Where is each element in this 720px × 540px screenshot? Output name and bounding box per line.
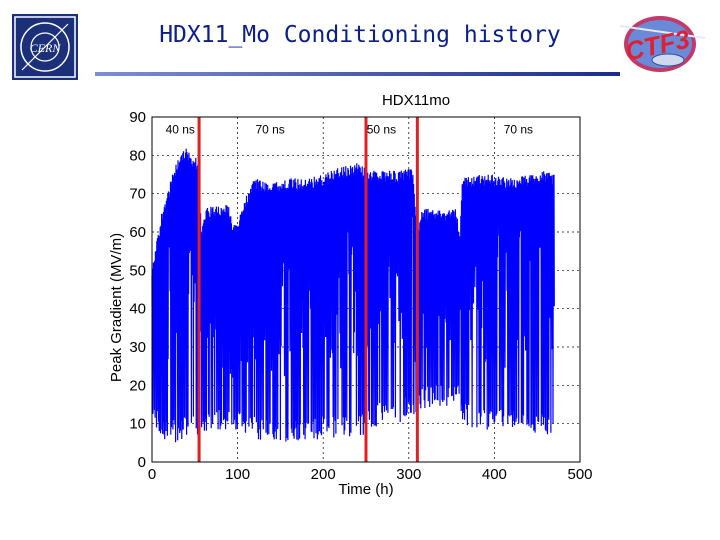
y-tick-label: 90 <box>129 109 146 126</box>
cern-logo-text: CERN <box>30 41 62 55</box>
y-tick-label: 20 <box>129 377 146 394</box>
y-axis-label: Peak Gradient (MV/m) <box>108 233 125 382</box>
y-tick-label: 0 <box>138 454 146 471</box>
y-tick-label: 70 <box>129 186 146 203</box>
pulse-length-annotation: 40 ns <box>166 123 195 137</box>
x-tick-label: 400 <box>482 466 507 483</box>
ctf3-logo: CTF3 <box>619 16 706 72</box>
y-tick-label: 80 <box>129 147 146 164</box>
cern-logo: CERN <box>12 14 78 80</box>
tick-labels: 0 100 200 300 400 500 0 10 20 30 40 50 60 70 80 90 <box>129 109 592 483</box>
plot-frame <box>151 116 581 463</box>
vertical-markers <box>197 117 419 462</box>
annotations: 40 ns 70 ns 50 ns 70 ns <box>166 123 533 137</box>
series-line-peak-gradient <box>151 148 555 443</box>
x-tick-label: 0 <box>148 466 156 483</box>
pulse-length-annotation: 70 ns <box>504 123 533 137</box>
slide-title: HDX11_Mo Conditioning history <box>159 22 561 48</box>
y-tick-label: 60 <box>129 224 146 241</box>
y-tick-label: 40 <box>129 301 146 318</box>
x-tick-label: 500 <box>567 466 592 483</box>
x-tick-label: 200 <box>311 466 336 483</box>
x-tick-label: 100 <box>225 466 250 483</box>
y-tick-label: 10 <box>129 416 146 433</box>
y-tick-label: 50 <box>129 262 146 279</box>
pulse-length-annotation: 50 ns <box>367 123 396 137</box>
x-axis-label: Time (h) <box>338 481 393 498</box>
chart-title: HDX11mo <box>382 92 450 109</box>
title-underline <box>95 72 620 76</box>
x-tick-label: 300 <box>396 466 421 483</box>
y-tick-label: 30 <box>129 339 146 356</box>
series-layer <box>151 148 555 443</box>
pulse-length-annotation: 70 ns <box>255 123 284 137</box>
